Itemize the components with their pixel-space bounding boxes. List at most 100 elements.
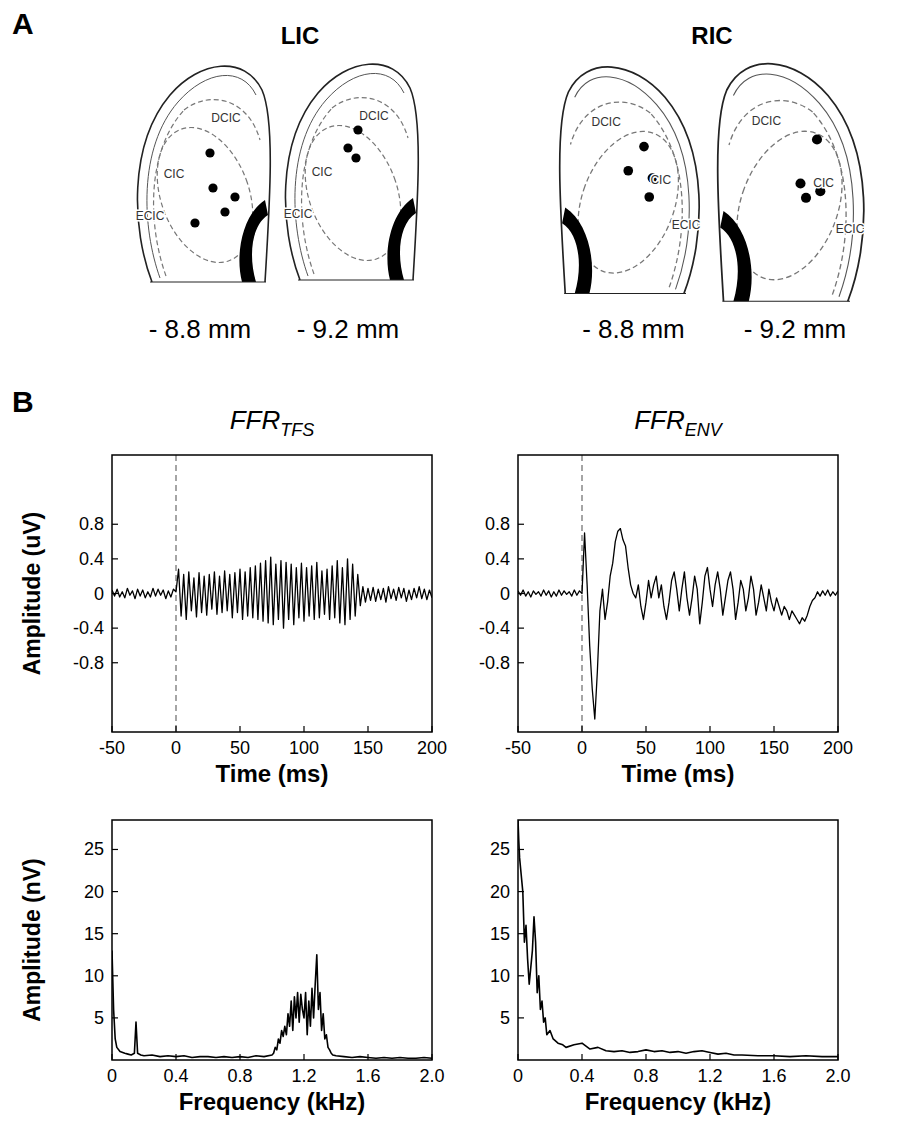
plot-area xyxy=(112,455,432,732)
plot-area xyxy=(518,820,838,1057)
y-axis-title: Amplitude (nV) xyxy=(19,858,45,1022)
chart: FFRENV-50050100150200-0.8-0.400.40.8Time… xyxy=(479,405,853,787)
region-border xyxy=(650,113,682,287)
y-tick-label: 0.8 xyxy=(485,514,510,534)
y-tick-label: 10 xyxy=(84,966,104,986)
y-tick-label: -0.4 xyxy=(479,618,510,638)
y-tick-label: 25 xyxy=(84,839,104,859)
region-border xyxy=(813,112,846,295)
x-tick xyxy=(517,1054,518,1060)
aqueduct xyxy=(720,211,751,301)
recording-site xyxy=(220,207,229,216)
y-tick xyxy=(112,524,118,525)
region-label: ECIC xyxy=(836,222,865,236)
panel-letter: A xyxy=(12,7,34,40)
x-tick-label: 0.8 xyxy=(633,1066,658,1086)
region-border xyxy=(154,110,184,276)
y-tick xyxy=(518,975,524,976)
brain-slice xyxy=(285,64,418,280)
region-label: CIC xyxy=(650,173,671,187)
y-tick xyxy=(112,593,118,594)
x-axis-title: Frequency (kHz) xyxy=(179,1088,366,1115)
slice-edge xyxy=(564,293,686,294)
y-tick xyxy=(112,662,118,663)
data-line xyxy=(518,820,838,1057)
onset-line xyxy=(175,455,177,732)
recording-site xyxy=(230,192,239,201)
x-tick xyxy=(431,726,432,732)
plot-frame xyxy=(518,455,838,732)
x-tick-label: 150 xyxy=(353,738,383,758)
x-tick-label: 0.4 xyxy=(163,1066,188,1086)
region-label: DCIC xyxy=(211,111,241,125)
x-tick-label: -50 xyxy=(99,738,125,758)
recording-site xyxy=(801,193,811,203)
slice-level: - 9.2 mm xyxy=(744,314,847,344)
y-tick-label: -0.4 xyxy=(73,618,104,638)
region-label: ECIC xyxy=(672,218,701,232)
y-tick-label: -0.8 xyxy=(73,653,104,673)
recording-site xyxy=(343,143,352,152)
data-line xyxy=(112,557,432,628)
y-tick xyxy=(518,662,524,663)
plot-bg xyxy=(112,455,432,732)
slice-outline xyxy=(295,73,404,276)
x-tick-label: 0.4 xyxy=(569,1066,594,1086)
data-line xyxy=(112,951,432,1059)
y-tick-label: -0.8 xyxy=(479,653,510,673)
x-tick-label: 0 xyxy=(577,738,587,758)
x-tick-label: 1.6 xyxy=(761,1066,786,1086)
x-tick-label: 200 xyxy=(417,738,447,758)
panel-letter: B xyxy=(12,385,34,418)
group-label: LIC xyxy=(281,22,320,49)
region-border xyxy=(571,102,651,144)
y-tick-label: 0 xyxy=(500,584,510,604)
slice-level: - 9.2 mm xyxy=(297,314,400,344)
figure: ALICDCICCICECIC- 8.8 mmDCICCICECIC- 9.2 … xyxy=(0,0,922,1144)
title-main: FFR xyxy=(634,405,685,435)
title-main: FFR xyxy=(230,405,281,435)
data-line xyxy=(518,529,838,719)
y-tick-label: 20 xyxy=(490,882,510,902)
x-tick-label: 1.2 xyxy=(291,1066,316,1086)
recording-site xyxy=(812,134,822,144)
x-tick xyxy=(303,1054,304,1060)
x-axis-title: Time (ms) xyxy=(622,760,735,787)
title-subscript: TFS xyxy=(280,420,314,440)
slice-edge xyxy=(298,280,414,281)
aqueduct xyxy=(562,208,592,294)
x-tick xyxy=(239,1054,240,1060)
region-label: ECIC xyxy=(136,209,165,223)
y-tick xyxy=(518,593,524,594)
y-tick xyxy=(112,933,118,934)
y-tick xyxy=(518,933,524,934)
x-tick xyxy=(709,726,710,732)
x-tick-label: 0.8 xyxy=(227,1066,252,1086)
aqueduct xyxy=(239,200,268,282)
brain-slice xyxy=(718,64,864,301)
chart-title: FFRTFS xyxy=(230,405,315,440)
region-border xyxy=(729,100,813,145)
x-tick-label: 100 xyxy=(289,738,319,758)
plot-bg xyxy=(112,820,432,1060)
x-tick-label: 0 xyxy=(171,738,181,758)
recording-site xyxy=(795,178,805,188)
x-tick-label: 1.6 xyxy=(355,1066,380,1086)
y-tick xyxy=(518,558,524,559)
recording-site xyxy=(623,166,633,176)
y-tick-label: 15 xyxy=(84,924,104,944)
y-tick-label: 25 xyxy=(490,839,510,859)
x-tick xyxy=(367,726,368,732)
recording-site xyxy=(190,218,199,227)
x-tick xyxy=(581,1054,582,1060)
chart-title: FFRENV xyxy=(634,405,724,440)
plot-area xyxy=(112,951,432,1059)
x-tick xyxy=(367,1054,368,1060)
plot-area xyxy=(518,455,838,732)
x-tick xyxy=(175,726,176,732)
slice-outline xyxy=(733,74,853,297)
aqueduct xyxy=(387,198,416,280)
x-tick-label: 1.2 xyxy=(697,1066,722,1086)
y-tick xyxy=(112,975,118,976)
slice-outline xyxy=(147,75,256,278)
